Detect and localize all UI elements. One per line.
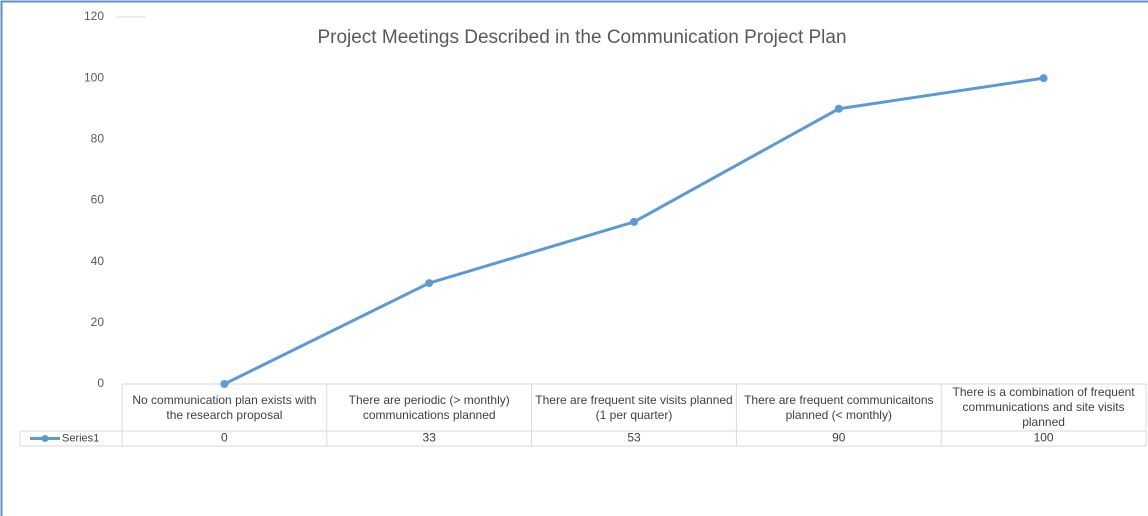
y-tick-label: 0 xyxy=(97,376,104,390)
y-tick-label: 100 xyxy=(84,70,104,84)
table-value: 100 xyxy=(1034,431,1054,445)
table-value: 90 xyxy=(832,431,846,445)
table-value: 33 xyxy=(423,431,437,445)
chart-title: Project Meetings Described in the Commun… xyxy=(317,27,846,48)
legend-key-marker xyxy=(41,435,49,442)
marker xyxy=(630,217,638,226)
x-tick-label: There are frequent site visits planned (… xyxy=(535,392,733,422)
category-cell: There are frequent communicaitons planne… xyxy=(744,392,934,422)
marker xyxy=(220,380,229,388)
series-line xyxy=(223,76,1044,386)
y-tick-label: 80 xyxy=(91,132,105,146)
x-tick-label: No communication plan exists with the re… xyxy=(132,392,317,422)
category-cell: There is a combination of frequent commu… xyxy=(952,385,1135,429)
x-tick-label: There are periodic (> monthly) communica… xyxy=(348,392,510,422)
marker xyxy=(834,104,843,113)
marker xyxy=(425,279,434,288)
legend-label: Series1 xyxy=(62,432,99,444)
marker xyxy=(1039,74,1048,83)
category-cell: There are frequent site visits planned (… xyxy=(535,392,733,422)
x-tick-label: There are frequent communicaitons planne… xyxy=(744,392,934,422)
y-tick-label: 40 xyxy=(91,254,105,268)
category-cell: There are periodic (> monthly) communica… xyxy=(348,392,510,422)
x-tick-label: There is a combination of frequent commu… xyxy=(952,385,1135,429)
y-tick-label: 20 xyxy=(91,315,105,329)
y-tick-label: 120 xyxy=(84,9,104,23)
table-value: 0 xyxy=(221,431,228,445)
y-tick-label: 60 xyxy=(91,193,105,207)
category-cell: No communication plan exists with the re… xyxy=(132,392,317,422)
table-value: 53 xyxy=(627,431,641,445)
